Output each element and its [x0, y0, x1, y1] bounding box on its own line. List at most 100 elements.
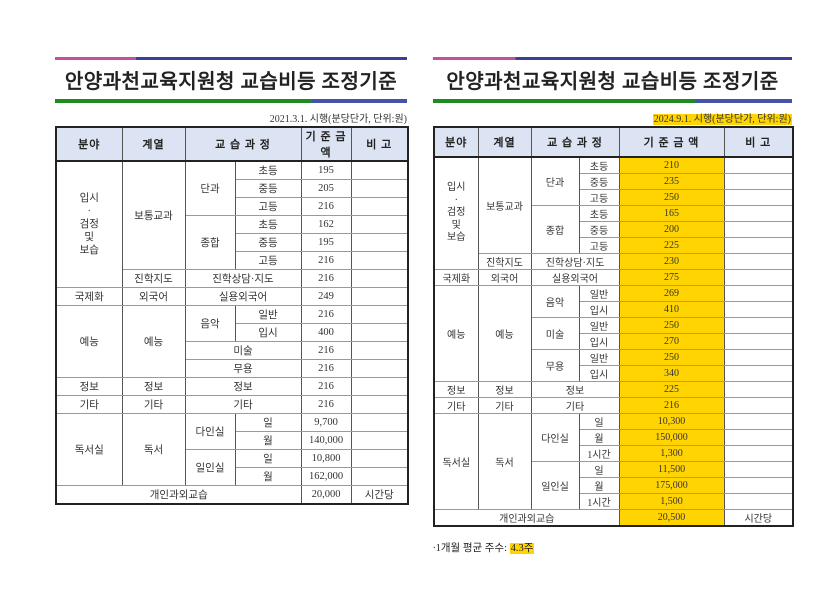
title-bottom-rule: [55, 99, 407, 103]
amount-cell: 1,500: [618, 493, 725, 510]
table-row: 1시간 1,500: [434, 493, 794, 510]
level-cell: 입시: [578, 301, 620, 318]
table-row: 무용 일반 250: [434, 349, 794, 382]
header-course: 교 습 과 정: [184, 126, 302, 162]
remark-cell: [723, 429, 794, 446]
table-row: 월 175,000: [434, 477, 794, 494]
amount-cell: 9,700: [300, 413, 352, 432]
level-cell: 초등: [578, 156, 620, 174]
remark-cell: [723, 493, 794, 510]
highlighted-subtitle: 2024.9.1. 시행(분당단가, 단위:원): [652, 114, 792, 125]
remark-cell: [723, 221, 794, 238]
course-cell: 무용: [530, 349, 580, 382]
table-row: 무용 216: [56, 359, 409, 378]
remark-cell: [350, 431, 409, 450]
amount-cell: 205: [300, 179, 352, 198]
table-row: 기타 기타 기타 216: [55, 395, 409, 414]
level-cell: 일반: [578, 349, 620, 366]
level-cell: 고등: [578, 189, 620, 206]
level-cell: 일반: [234, 305, 302, 324]
remark-cell: [723, 205, 794, 222]
amount-cell: 216: [300, 305, 352, 324]
remark-cell: [723, 445, 794, 462]
amount-cell: 270: [618, 333, 725, 350]
amount-cell: 225: [618, 381, 725, 398]
page-title: 안양과천교육지원청 교습비등 조정기준: [64, 71, 398, 93]
level-cell: 입시: [578, 365, 620, 382]
level-cell: 일: [234, 449, 302, 468]
course-cell: 단과: [184, 160, 236, 216]
amount-cell: 150,000: [618, 429, 725, 446]
remark-cell: [350, 305, 409, 324]
remark-cell: [350, 215, 409, 234]
amount-cell: 162: [300, 215, 352, 234]
level-cell: 중등: [234, 179, 302, 198]
table-row: 미술 일반 250: [434, 317, 794, 350]
table-row: 입시 270: [434, 333, 794, 350]
course-cell: 기타: [530, 397, 620, 414]
field-cell: 기타: [55, 395, 123, 414]
table-row: 입시 · 검정 및 보습 보통교과 단과 초등 195: [55, 160, 409, 288]
course-cell: 종합: [530, 205, 580, 254]
amount-cell: 210: [618, 156, 725, 174]
amount-cell: 216: [300, 197, 352, 216]
level-cell: 고등: [234, 197, 302, 216]
remark-cell: [350, 467, 409, 486]
field-cell: 입시 · 검정 및 보습: [55, 160, 123, 288]
header-remark: 비 고: [723, 126, 794, 158]
course-cell: 일인실: [530, 461, 580, 510]
table-row: 예능 예능 음악 일반 216: [55, 305, 409, 378]
course-cell: 진학상담·지도: [184, 269, 302, 288]
level-cell: 초등: [234, 215, 302, 234]
remark-cell: [723, 237, 794, 254]
level-cell: 일: [234, 413, 302, 432]
table-row: 예능 예능 음악 일반 269: [433, 285, 794, 382]
course-cell: 단과: [530, 156, 580, 206]
amount-cell: 10,800: [300, 449, 352, 468]
table-row: 종합 초등 165: [434, 205, 794, 254]
level-cell: 1시간: [578, 445, 620, 462]
remark-cell: [350, 377, 409, 396]
course-cell: 기타: [184, 395, 302, 414]
remark-cell: [723, 285, 794, 302]
course-cell: 다인실: [530, 413, 580, 462]
amount-cell: 340: [618, 365, 725, 382]
amount-cell: 175,000: [618, 477, 725, 494]
course-cell: 진학상담·지도: [530, 253, 620, 270]
table-row: 일인실 일 11,500: [434, 461, 794, 510]
field-cell: 예능: [55, 305, 123, 378]
remark-cell: [723, 413, 794, 430]
table-row: 종합 초등 162: [56, 215, 409, 270]
series-cell: 보통교과: [477, 156, 532, 254]
table-row: 중등 205: [56, 179, 409, 198]
level-cell: 일: [578, 461, 620, 478]
remark-cell: [350, 160, 409, 180]
level-cell: 월: [578, 429, 620, 446]
table-row: 월 162,000: [56, 467, 409, 486]
field-cell: 정보: [55, 377, 123, 396]
level-cell: 일: [578, 413, 620, 430]
series-cell: 보통교과: [121, 160, 186, 270]
table-row: 고등 225: [434, 237, 794, 254]
fee-table-2021: 분야 계열 교 습 과 정 기 준 금 액 비 고 입시 · 검정 및 보습 보…: [55, 126, 410, 505]
remark-cell: 시간당: [350, 485, 409, 505]
amount-cell: 249: [300, 287, 352, 306]
private-tutoring-cell: 개인과외교습: [55, 485, 302, 505]
amount-cell: 216: [300, 359, 352, 378]
level-cell: 월: [234, 467, 302, 486]
amount-cell: 195: [300, 160, 352, 180]
fee-table-2024: 분야 계열 교 습 과 정 기 준 금 액 비 고 입시 · 검정 및 보습 보…: [433, 126, 795, 527]
series-cell: 진학지도: [477, 253, 532, 270]
amount-cell: 216: [300, 377, 352, 396]
series-cell: 진학지도: [121, 269, 186, 288]
amount-cell: 10,300: [618, 413, 725, 430]
level-cell: 고등: [578, 237, 620, 254]
footnote-highlighted-value: 4.3주: [509, 543, 535, 554]
footnote-label: ∙1개월 평균 주수:: [433, 543, 510, 554]
remark-cell: [350, 449, 409, 468]
amount-cell: 195: [300, 233, 352, 252]
level-cell: 고등: [234, 251, 302, 270]
amount-cell: 162,000: [300, 467, 352, 486]
series-cell: 독서: [121, 413, 186, 486]
remark-cell: [350, 359, 409, 378]
